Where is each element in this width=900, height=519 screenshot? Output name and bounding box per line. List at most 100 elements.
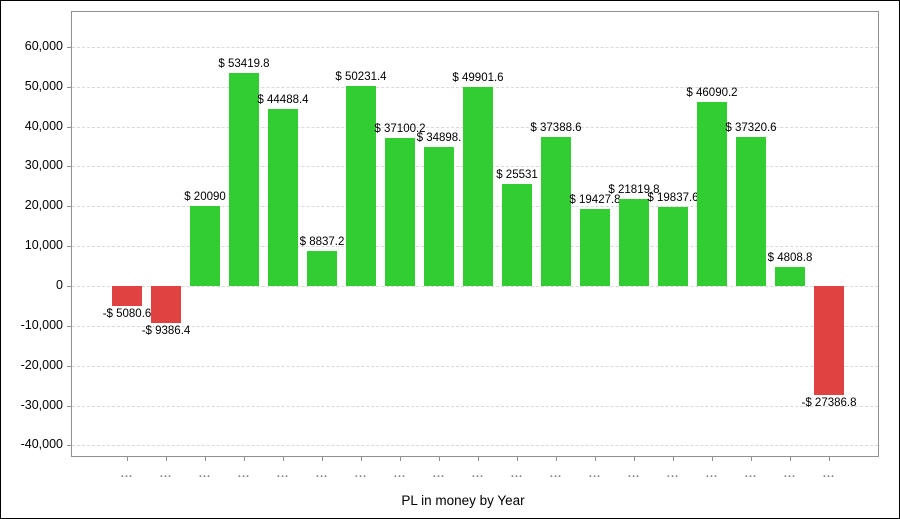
- bar-negative: [814, 286, 844, 396]
- x-axis-tick: [361, 457, 362, 461]
- bar-value-label: $ 19837.6: [647, 191, 699, 204]
- x-axis-tick: [556, 457, 557, 461]
- x-axis-tick-label: ...: [588, 468, 602, 480]
- y-axis-tick-label: 10,000: [24, 238, 63, 253]
- x-axis-tick: [439, 457, 440, 461]
- x-axis-tick-label: ...: [315, 468, 329, 480]
- bar-value-label: -$ 9386.4: [141, 325, 191, 338]
- y-axis-tick: [67, 405, 71, 407]
- x-axis-tick-label: ...: [237, 468, 251, 480]
- bar-positive: [268, 108, 298, 286]
- y-axis-tick-label: 60,000: [24, 38, 63, 53]
- x-axis-tick-label: ...: [627, 468, 641, 480]
- x-axis-tick-label: ...: [666, 468, 680, 480]
- y-axis-tick: [67, 246, 71, 248]
- gridline: [72, 445, 878, 447]
- x-axis-tick: [517, 457, 518, 461]
- gridline: [72, 286, 878, 287]
- bar-value-label: $ 8837.2: [299, 235, 345, 248]
- x-axis-tick: [205, 457, 206, 461]
- y-axis-tick: [67, 445, 71, 447]
- bar-value-label: $ 37388.6: [530, 121, 582, 134]
- x-axis-tick-label: ...: [549, 468, 563, 480]
- bar-value-label: $ 34898.: [416, 131, 462, 144]
- y-axis-tick: [67, 325, 71, 327]
- x-axis-tick-label: ...: [198, 468, 212, 480]
- bar-value-label: $ 37100.2: [374, 123, 426, 136]
- x-axis-tick: [400, 457, 401, 461]
- bar-value-label: $ 49901.6: [452, 72, 504, 85]
- bar-positive: [463, 87, 493, 286]
- bar-value-label: $ 50231.4: [335, 70, 387, 83]
- x-axis-tick-label: ...: [354, 468, 368, 480]
- y-axis-tick-label: 30,000: [24, 158, 63, 173]
- x-axis-tick: [127, 457, 128, 461]
- bar-positive: [424, 146, 454, 286]
- bar-positive: [190, 205, 220, 286]
- x-axis-tick: [244, 457, 245, 461]
- bar-positive: [541, 136, 571, 286]
- y-axis-tick-label: -30,000: [20, 397, 63, 412]
- y-axis-tick: [67, 286, 71, 287]
- gridline: [72, 365, 878, 367]
- bar-positive: [229, 73, 259, 286]
- x-axis-tick: [322, 457, 323, 461]
- bar-value-label: $ 46090.2: [686, 87, 738, 100]
- x-axis-tick: [478, 457, 479, 461]
- bar-negative: [151, 286, 181, 324]
- x-axis-tick-label: ...: [159, 468, 173, 480]
- y-axis-tick-label: 50,000: [24, 78, 63, 93]
- x-axis-tick-label: ...: [276, 468, 290, 480]
- y-axis-tick: [67, 365, 71, 367]
- x-axis-tick-label: ...: [432, 468, 446, 480]
- bar-positive: [307, 250, 337, 286]
- bar-value-label: $ 53419.8: [218, 58, 270, 71]
- y-axis-tick-label: -40,000: [20, 437, 63, 452]
- x-axis-tick: [634, 457, 635, 461]
- y-axis-tick: [67, 46, 71, 48]
- bar-value-label: $ 44488.4: [257, 93, 309, 106]
- bar-value-label: $ 21819.8: [608, 184, 660, 197]
- y-axis-tick-label: -20,000: [20, 357, 63, 372]
- x-axis-tick: [829, 457, 830, 461]
- bar-negative: [112, 286, 142, 307]
- x-axis-tick-label: ...: [744, 468, 758, 480]
- y-axis-tick: [67, 126, 71, 128]
- y-axis-tick-label: 20,000: [24, 198, 63, 213]
- bar-value-label: -$ 27386.8: [801, 397, 857, 410]
- y-axis-tick: [67, 206, 71, 208]
- x-axis-tick: [673, 457, 674, 461]
- bar-positive: [619, 199, 649, 286]
- x-axis-tick-label: ...: [471, 468, 485, 480]
- y-axis-tick-label: 40,000: [24, 118, 63, 133]
- x-axis-tick-label: ...: [822, 468, 836, 480]
- bar-positive: [775, 266, 805, 286]
- bar-positive: [502, 184, 532, 286]
- bar-value-label: $ 20090: [184, 190, 226, 203]
- bar-positive: [736, 137, 766, 286]
- x-axis-title: PL in money by Year: [401, 493, 525, 508]
- y-axis-tick: [67, 86, 71, 88]
- x-axis-tick: [283, 457, 284, 461]
- x-axis-tick-label: ...: [393, 468, 407, 480]
- x-axis-tick: [166, 457, 167, 461]
- bar-value-label: -$ 5080.6: [102, 308, 152, 321]
- x-axis-tick-label: ...: [783, 468, 797, 480]
- bar-positive: [385, 138, 415, 286]
- x-axis-tick: [790, 457, 791, 461]
- x-axis-tick: [712, 457, 713, 461]
- x-axis-tick-label: ...: [120, 468, 134, 480]
- bar-value-label: $ 19427.8: [569, 193, 621, 206]
- x-axis-tick: [595, 457, 596, 461]
- x-axis-tick-label: ...: [510, 468, 524, 480]
- x-axis-tick-label: ...: [705, 468, 719, 480]
- x-axis-tick: [751, 457, 752, 461]
- bar-positive: [346, 85, 376, 286]
- bar-positive: [580, 208, 610, 286]
- y-axis-tick-label: -10,000: [20, 317, 63, 332]
- bar-value-label: $ 37320.6: [725, 122, 777, 135]
- bar-positive: [697, 102, 727, 286]
- gridline: [72, 405, 878, 407]
- gridline: [72, 325, 878, 327]
